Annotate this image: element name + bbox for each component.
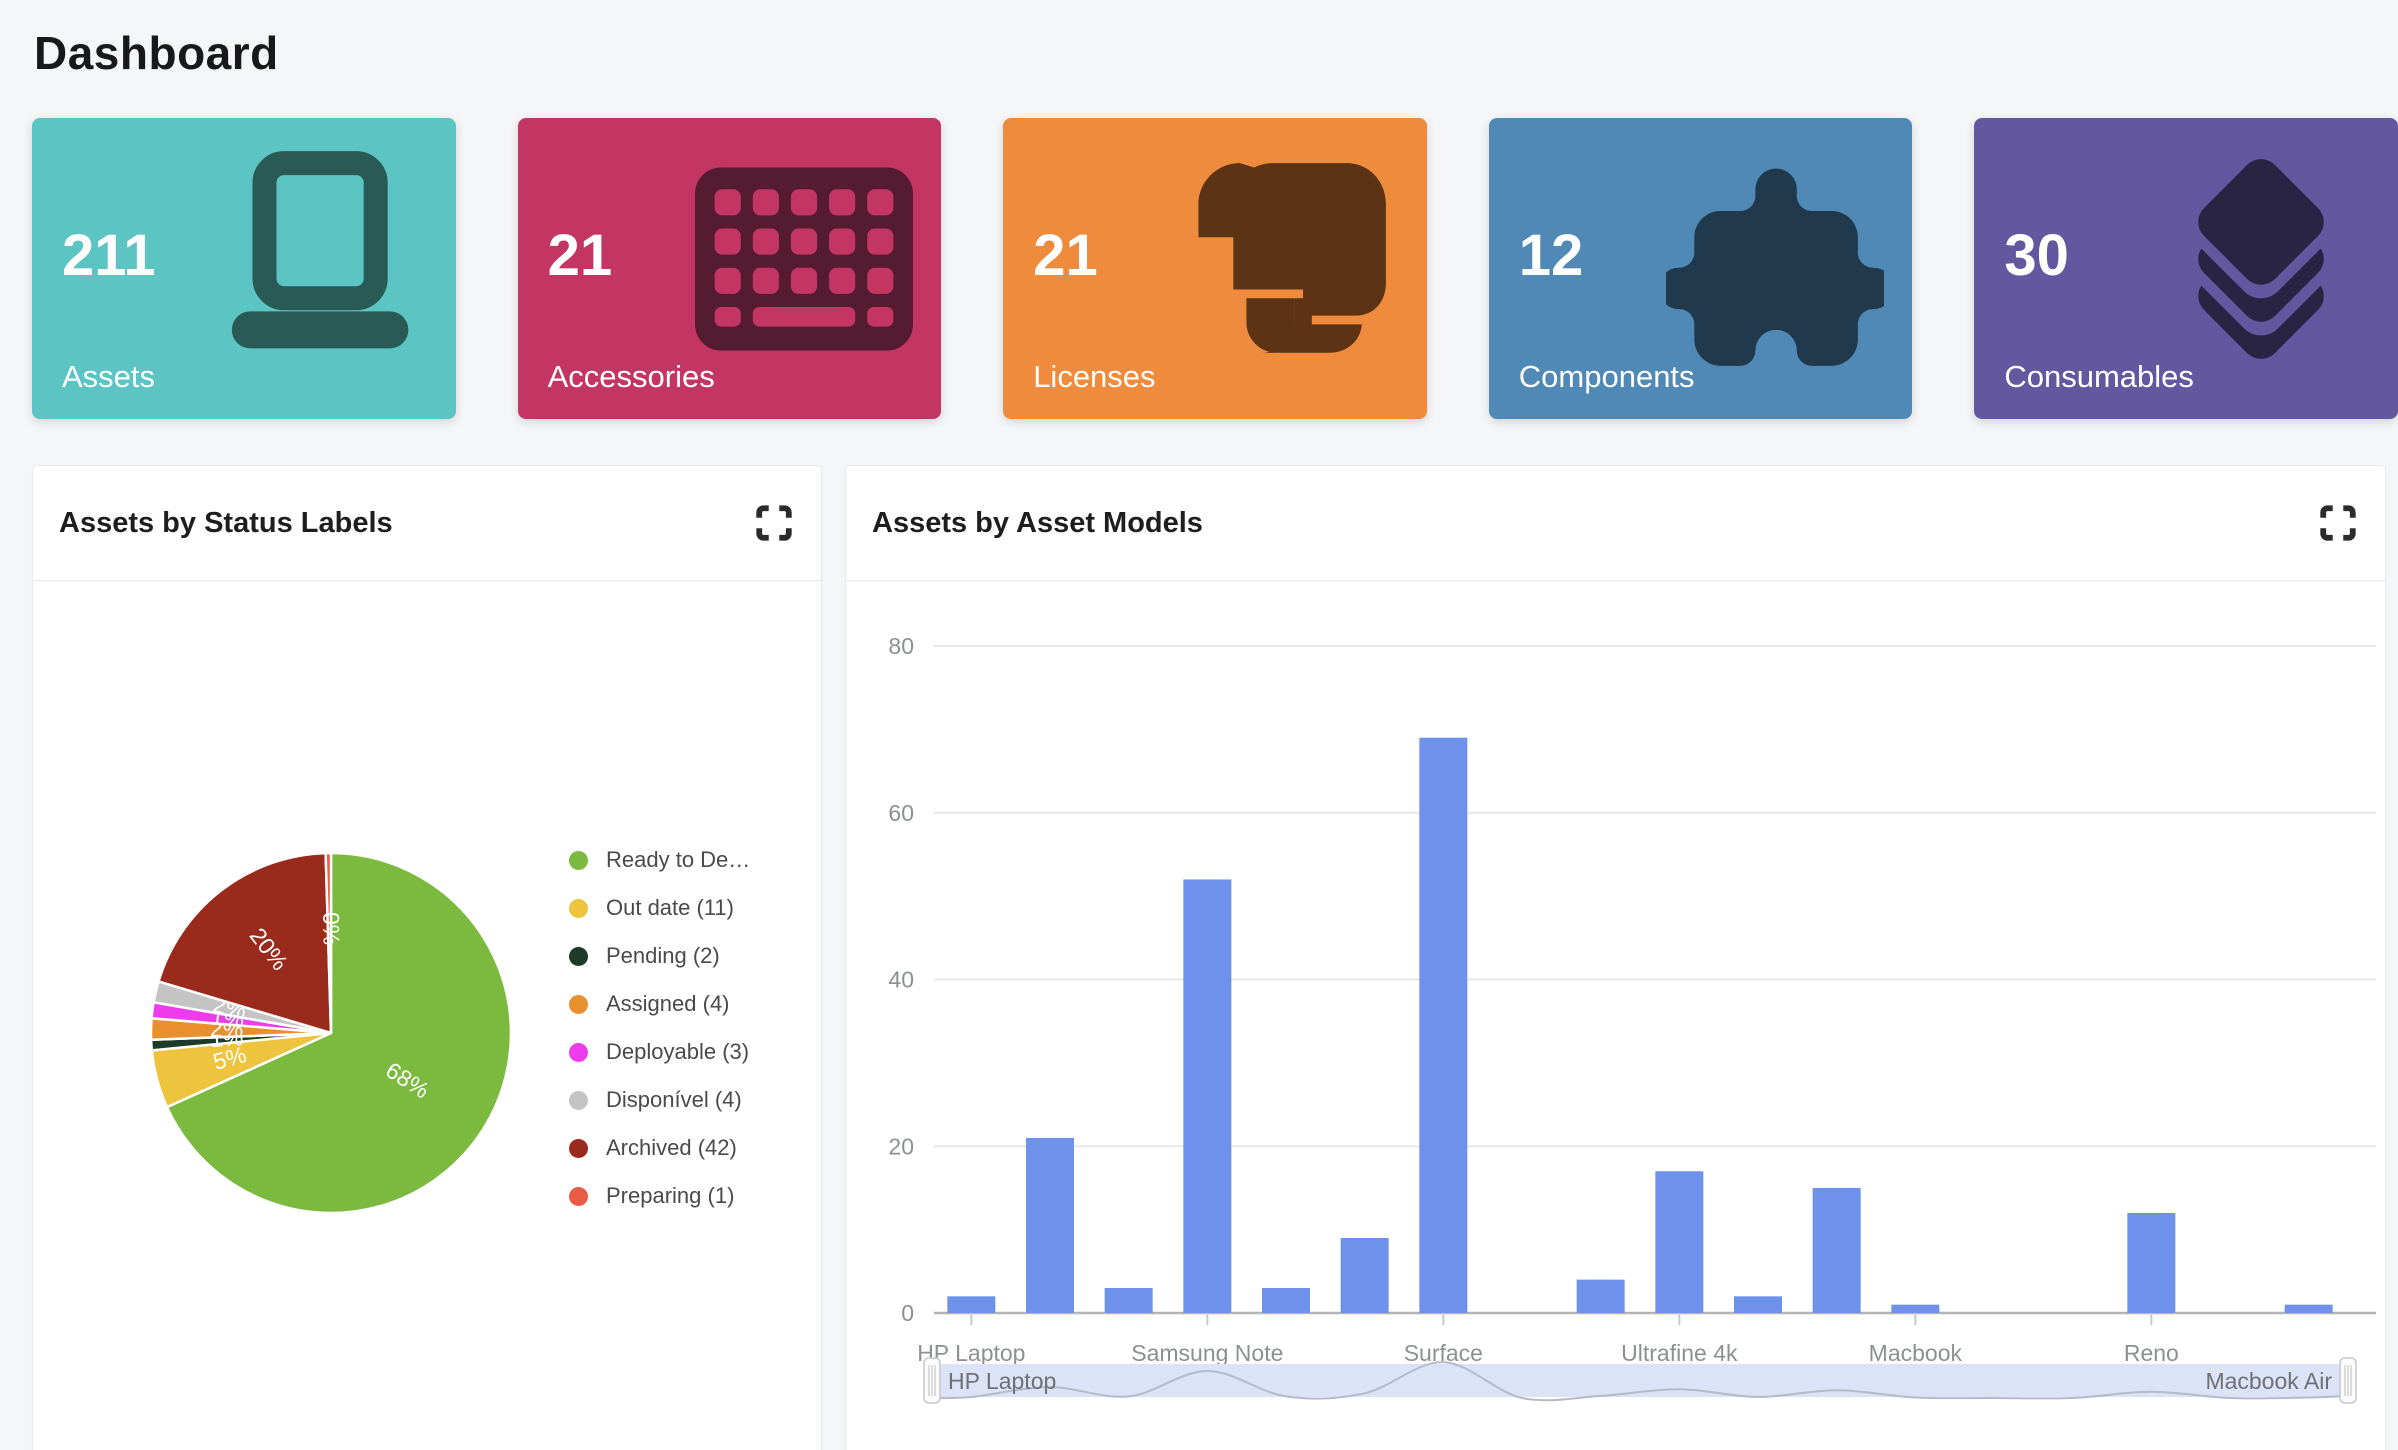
- legend-dot-icon: [569, 1186, 588, 1206]
- legend-item[interactable]: Archived (42): [569, 1135, 750, 1160]
- stat-card-accessories[interactable]: 21 Accessories: [517, 118, 942, 419]
- legend-item[interactable]: Deployable (3): [569, 1039, 750, 1064]
- legend-item[interactable]: Preparing (1): [569, 1183, 750, 1208]
- legend-dot-icon: [569, 850, 588, 870]
- legend-item[interactable]: Assigned (4): [569, 991, 750, 1016]
- pie-chart-area: 68%5%1%2%1%2%20%0% Ready to De… Out date …: [33, 581, 821, 1446]
- stat-card-label: Consumables: [2004, 359, 2194, 394]
- pie-legend: Ready to De… Out date (11) Pending (2) Assi…: [569, 847, 751, 1233]
- page-title: Dashboard: [34, 27, 279, 79]
- bar[interactable]: [1262, 1287, 1310, 1313]
- bar[interactable]: [1891, 1304, 1940, 1313]
- expand-icon[interactable]: [2319, 504, 2357, 542]
- pie-slice-percent-label: 0%: [318, 912, 345, 946]
- bar[interactable]: [1183, 879, 1232, 1313]
- legend-item-label: Disponível (4): [606, 1087, 742, 1112]
- range-slider-end-label: Macbook Air: [2205, 1368, 2332, 1394]
- y-axis-tick-label: 60: [888, 800, 914, 826]
- legend-item-label: Deployable (3): [606, 1039, 750, 1064]
- bar[interactable]: [1576, 1279, 1625, 1313]
- panels-row: Assets by Status Labels 68%5%1%2%1%2%20%…: [32, 465, 2398, 1450]
- y-axis-tick-label: 0: [901, 1300, 914, 1326]
- legend-item-label: Ready to De…: [606, 847, 751, 872]
- expand-icon[interactable]: [755, 504, 793, 542]
- bar[interactable]: [1340, 1237, 1389, 1313]
- layers-icon: [2152, 145, 2370, 368]
- range-slider-handle[interactable]: [2339, 1357, 2357, 1404]
- stat-card-value: 21: [1033, 223, 1098, 288]
- bar-chart-area: 0 20 40 60 80 HP Laptop Samsung Note Surface Ult…: [846, 581, 2385, 1446]
- panel-assets-by-models: Assets by Asset Models 0 20 40 60 80 HP Lapto…: [845, 465, 2386, 1450]
- range-slider-start-label: HP Laptop: [948, 1368, 1056, 1394]
- y-axis-tick-label: 40: [888, 967, 914, 993]
- stat-card-label: Accessories: [547, 359, 715, 394]
- range-slider-handle[interactable]: [923, 1357, 941, 1404]
- bar[interactable]: [2127, 1212, 2176, 1313]
- legend-item[interactable]: Out date (11): [569, 895, 750, 920]
- y-axis-tick-label: 80: [888, 633, 914, 659]
- stat-card-label: Licenses: [1033, 359, 1156, 394]
- pie-slice[interactable]: [324, 851, 333, 1035]
- stat-card-label: Assets: [62, 359, 156, 394]
- legend-dot-icon: [569, 1138, 588, 1158]
- bar[interactable]: [2284, 1304, 2333, 1313]
- panel-assets-by-status: Assets by Status Labels 68%5%1%2%1%2%20%…: [32, 465, 822, 1450]
- status-pie-chart: 68%5%1%2%1%2%20%0%: [149, 851, 513, 1215]
- stat-card-assets[interactable]: 211 Assets: [32, 118, 456, 419]
- stat-card-value: 12: [1518, 223, 1584, 288]
- stat-card-licenses[interactable]: 21 Licenses: [1003, 118, 1427, 419]
- legend-item-label: Out date (11): [606, 895, 734, 920]
- stat-card-consumables[interactable]: 30 Consumables: [1974, 118, 2398, 419]
- pie-slice[interactable]: [157, 851, 333, 1035]
- stat-card-value: 211: [62, 223, 156, 288]
- scroll-icon: [1181, 150, 1399, 368]
- panel-header: Assets by Status Labels: [33, 466, 821, 581]
- stat-card-label: Components: [1518, 359, 1695, 394]
- bar[interactable]: [1734, 1296, 1782, 1313]
- pie-slice[interactable]: [165, 851, 513, 1215]
- x-axis-tick-label: Reno: [2124, 1340, 2179, 1366]
- panel-title: Assets by Status Labels: [59, 506, 393, 539]
- panel-header: Assets by Asset Models: [846, 466, 2385, 581]
- stat-card-components[interactable]: 12 Components: [1488, 118, 1913, 419]
- bar[interactable]: [947, 1296, 996, 1313]
- x-axis-tick-label: Macbook: [1869, 1340, 1963, 1366]
- bar[interactable]: [1419, 737, 1468, 1313]
- bar[interactable]: [1104, 1287, 1153, 1313]
- y-axis-tick-label: 20: [888, 1133, 914, 1159]
- legend-item[interactable]: Ready to De…: [569, 847, 751, 872]
- legend-dot-icon: [569, 994, 588, 1014]
- legend-dot-icon: [569, 1090, 588, 1110]
- legend-dot-icon: [569, 946, 588, 966]
- range-slider-preview-line: [931, 1361, 2349, 1402]
- keyboard-icon: [695, 150, 914, 368]
- stat-card-value: 21: [547, 223, 613, 288]
- legend-item-label: Pending (2): [606, 943, 720, 968]
- puzzle-icon: [1658, 150, 1895, 368]
- legend-item-label: Assigned (4): [606, 991, 730, 1016]
- bar[interactable]: [1812, 1187, 1861, 1313]
- legend-item[interactable]: Disponível (4): [569, 1087, 750, 1112]
- laptop-icon: [210, 150, 428, 368]
- legend-item[interactable]: Pending (2): [569, 943, 750, 968]
- x-axis-tick-label: Samsung Note: [1131, 1340, 1283, 1366]
- legend-dot-icon: [569, 1042, 588, 1062]
- legend-item-label: Archived (42): [606, 1135, 737, 1160]
- bar[interactable]: [1655, 1171, 1704, 1313]
- legend-item-label: Preparing (1): [606, 1183, 735, 1208]
- panel-title: Assets by Asset Models: [872, 506, 1203, 539]
- x-axis-tick-label: Ultrafine 4k: [1621, 1340, 1738, 1366]
- stat-cards-row: 211 Assets 21 Accessories 21 Licenses 12 Compo…: [32, 118, 2398, 419]
- legend-dot-icon: [569, 898, 588, 918]
- bar[interactable]: [1026, 1137, 1074, 1313]
- stat-card-value: 30: [2004, 223, 2069, 288]
